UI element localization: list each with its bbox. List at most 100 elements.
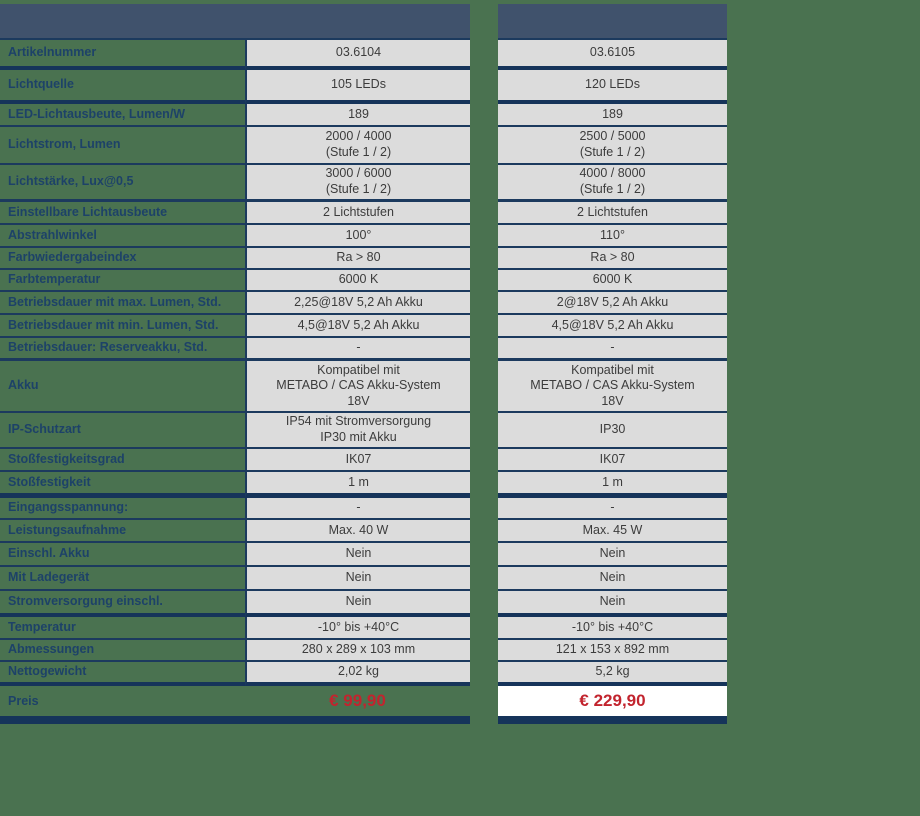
spec-row-temperatur: Temperatur -10° bis +40°C -10° bis +40°C	[0, 617, 920, 640]
spec-label: Abmessungen	[0, 640, 245, 662]
spec-row-mit-ladegeraet: Mit Ladegerät Nein Nein	[0, 567, 920, 591]
spec-value-col1: 1 m	[245, 472, 470, 498]
spec-value-col1: Ra > 80	[245, 248, 470, 270]
spec-value-col2: 2 Lichtstufen	[498, 202, 727, 225]
spec-row-betriebsdauer-min: Betriebsdauer mit min. Lumen, Std. 4,5@1…	[0, 315, 920, 338]
spec-value-col2: Ra > 80	[498, 248, 727, 270]
spec-value-col1: 2,02 kg	[245, 662, 470, 686]
spec-label: Einstellbare Lichtausbeute	[0, 202, 245, 225]
spec-value-col2: Nein	[498, 543, 727, 567]
spec-value-col2: 2500 / 5000 (Stufe 1 / 2)	[498, 127, 727, 165]
spec-value-col2: 120 LEDs	[498, 70, 727, 104]
spec-label: Eingangsspannung:	[0, 498, 245, 520]
spec-row-led-lichtausbeute: LED-Lichtausbeute, Lumen/W 189 189	[0, 104, 920, 127]
spec-value-col1: Nein	[245, 591, 470, 617]
price-value-col1: € 99,90	[329, 691, 386, 710]
spec-value-col1: -	[245, 498, 470, 520]
spec-value-col2: 03.6105	[498, 40, 727, 70]
spec-label: Abstrahlwinkel	[0, 225, 245, 248]
spec-value-col2: 4,5@18V 5,2 Ah Akku	[498, 315, 727, 338]
column-gap	[470, 4, 498, 40]
spec-value-col1: IP54 mit Stromversorgung IP30 mit Akku	[245, 413, 470, 449]
spec-row-stromversorgung-einschl: Stromversorgung einschl. Nein Nein	[0, 591, 920, 617]
spec-row-lichtquelle: Lichtquelle 105 LEDs 120 LEDs	[0, 70, 920, 104]
spec-label: Betriebsdauer: Reserveakku, Std.	[0, 338, 245, 361]
spec-value-col2: 2@18V 5,2 Ah Akku	[498, 292, 727, 315]
product-header-left	[0, 4, 470, 40]
spec-row-eingangsspannung: Eingangsspannung: - -	[0, 498, 920, 520]
spec-row-einstellbare-lichtausbeute: Einstellbare Lichtausbeute 2 Lichtstufen…	[0, 202, 920, 225]
spec-label: Betriebsdauer mit min. Lumen, Std.	[0, 315, 245, 338]
spec-row-leistungsaufnahme: Leistungsaufnahme Max. 40 W Max. 45 W	[0, 520, 920, 543]
spec-row-akku: Akku Kompatibel mit METABO / CAS Akku-Sy…	[0, 361, 920, 413]
spec-value-col1: 2000 / 4000 (Stufe 1 / 2)	[245, 127, 470, 165]
spec-value-col1: 189	[245, 104, 470, 127]
spec-value-col1: Max. 40 W	[245, 520, 470, 543]
spec-row-abmessungen: Abmessungen 280 x 289 x 103 mm 121 x 153…	[0, 640, 920, 662]
spec-value-col2: Nein	[498, 591, 727, 617]
price-value-col2: € 229,90	[498, 686, 727, 716]
spec-label: Artikelnummer	[0, 40, 245, 70]
spec-row-stossfestigkeit: Stoßfestigkeit 1 m 1 m	[0, 472, 920, 498]
spec-label: Mit Ladegerät	[0, 567, 245, 591]
spec-value-col1: 2,25@18V 5,2 Ah Akku	[245, 292, 470, 315]
spec-row-abstrahlwinkel: Abstrahlwinkel 100° 110°	[0, 225, 920, 248]
spec-value-col1: -	[245, 338, 470, 361]
spec-label: Einschl. Akku	[0, 543, 245, 567]
price-label: Preis	[8, 694, 39, 708]
spec-value-col2: Max. 45 W	[498, 520, 727, 543]
price-row: Preis € 99,90 € 229,90	[0, 686, 920, 716]
footer-bar-right	[498, 716, 727, 724]
spec-value-col1: IK07	[245, 449, 470, 472]
spec-value-col2: IP30	[498, 413, 727, 449]
spec-row-betriebsdauer-max: Betriebsdauer mit max. Lumen, Std. 2,25@…	[0, 292, 920, 315]
spec-label: Betriebsdauer mit max. Lumen, Std.	[0, 292, 245, 315]
spec-value-col2: Nein	[498, 567, 727, 591]
spec-row-farbwiedergabeindex: Farbwiedergabeindex Ra > 80 Ra > 80	[0, 248, 920, 270]
spec-label: Lichtquelle	[0, 70, 245, 104]
spec-value-col2: 6000 K	[498, 270, 727, 292]
spec-label: Farbwiedergabeindex	[0, 248, 245, 270]
spec-row-lichtstaerke: Lichtstärke, Lux@0,5 3000 / 6000 (Stufe …	[0, 165, 920, 202]
footer-bar-left	[0, 716, 470, 724]
spec-label: Stoßfestigkeit	[0, 472, 245, 498]
spec-row-ip-schutzart: IP-Schutzart IP54 mit Stromversorgung IP…	[0, 413, 920, 449]
spec-value-col2: 4000 / 8000 (Stufe 1 / 2)	[498, 165, 727, 202]
spec-value-col1: Kompatibel mit METABO / CAS Akku-System …	[245, 361, 470, 413]
spec-value-col1: 03.6104	[245, 40, 470, 70]
spec-value-col2: 189	[498, 104, 727, 127]
spec-value-col2: 1 m	[498, 472, 727, 498]
spec-row-farbtemperatur: Farbtemperatur 6000 K 6000 K	[0, 270, 920, 292]
spec-row-einschl-akku: Einschl. Akku Nein Nein	[0, 543, 920, 567]
spec-value-col1: -10° bis +40°C	[245, 617, 470, 640]
spec-label: Farbtemperatur	[0, 270, 245, 292]
spec-value-col2: -	[498, 498, 727, 520]
spec-label: IP-Schutzart	[0, 413, 245, 449]
spec-value-col2: 5,2 kg	[498, 662, 727, 686]
spec-value-col1: 3000 / 6000 (Stufe 1 / 2)	[245, 165, 470, 202]
spec-value-col2: 110°	[498, 225, 727, 248]
spec-value-col1: 100°	[245, 225, 470, 248]
spec-label: Nettogewicht	[0, 662, 245, 686]
spec-value-col1: Nein	[245, 567, 470, 591]
spec-value-col1: 2 Lichtstufen	[245, 202, 470, 225]
spec-value-col2: IK07	[498, 449, 727, 472]
spec-label: Stoßfestigkeitsgrad	[0, 449, 245, 472]
spec-label: Leistungsaufnahme	[0, 520, 245, 543]
spec-row-betriebsdauer-reserveakku: Betriebsdauer: Reserveakku, Std. - -	[0, 338, 920, 361]
spec-label: Temperatur	[0, 617, 245, 640]
spec-value-col2: Kompatibel mit METABO / CAS Akku-System …	[498, 361, 727, 413]
spec-row-stossfestigkeitsgrad: Stoßfestigkeitsgrad IK07 IK07	[0, 449, 920, 472]
spec-label: Lichtstrom, Lumen	[0, 127, 245, 165]
product-header-row	[0, 4, 920, 40]
spec-value-col1: 4,5@18V 5,2 Ah Akku	[245, 315, 470, 338]
spec-row-artikelnummer: Artikelnummer 03.6104 03.6105	[0, 40, 920, 70]
spec-value-col1: Nein	[245, 543, 470, 567]
table-footer-bars	[0, 716, 920, 724]
spec-label: Lichtstärke, Lux@0,5	[0, 165, 245, 202]
spec-value-col2: 121 x 153 x 892 mm	[498, 640, 727, 662]
spec-value-col1: 105 LEDs	[245, 70, 470, 104]
spec-label: Akku	[0, 361, 245, 413]
spec-value-col1: 6000 K	[245, 270, 470, 292]
